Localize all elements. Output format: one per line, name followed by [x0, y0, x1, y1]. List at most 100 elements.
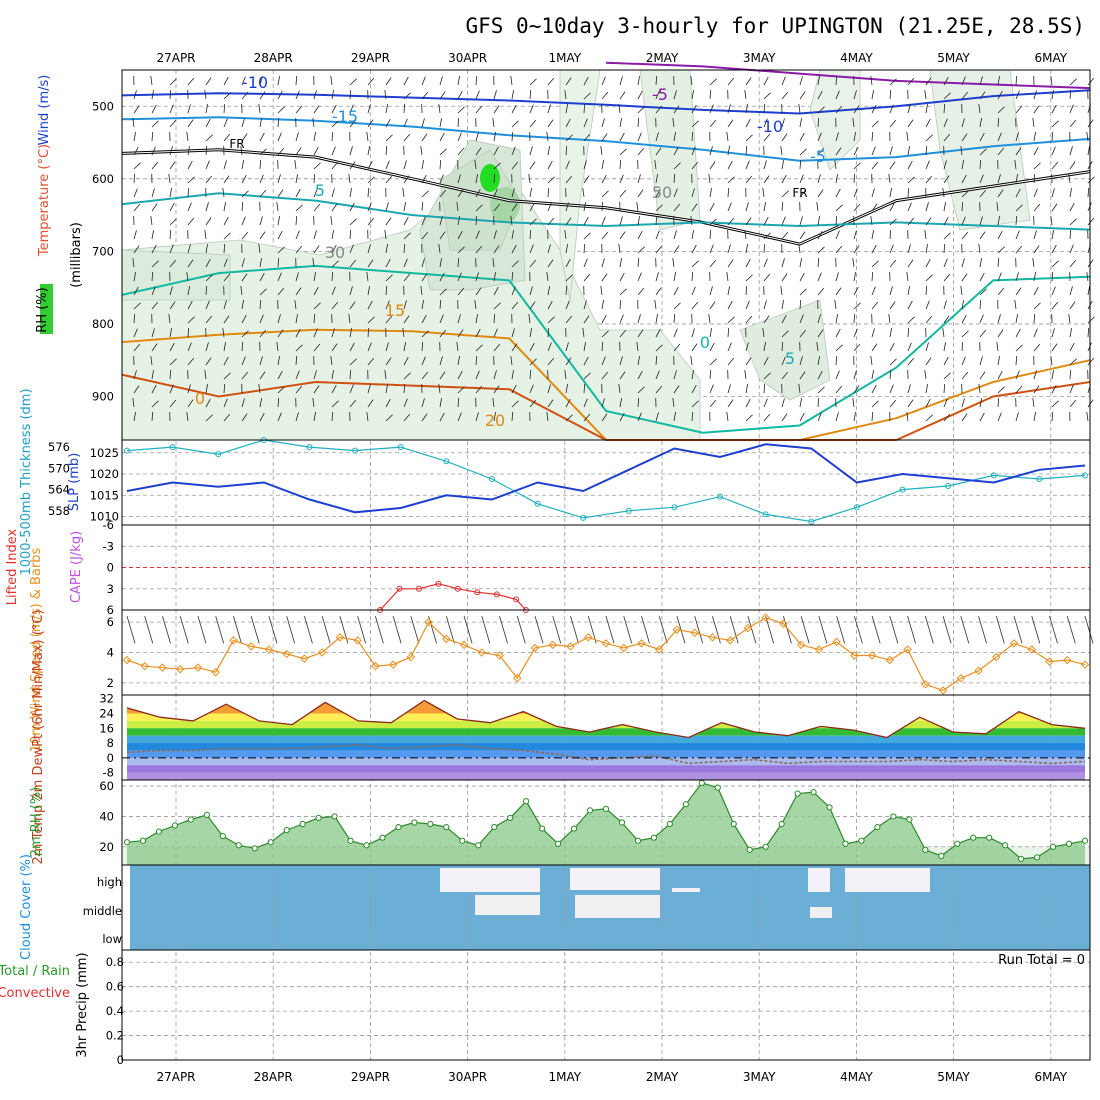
- wind-barb: [474, 300, 477, 310]
- tick-label: 0: [107, 751, 114, 765]
- wind-barb: [313, 146, 319, 156]
- wind-barb: [457, 370, 463, 380]
- wind-barb: [233, 615, 242, 644]
- wind-barb: [277, 412, 282, 422]
- wind-barb: [241, 356, 246, 366]
- data-point: [970, 834, 977, 841]
- wind-barb: [457, 272, 462, 282]
- wind-barb: [133, 203, 141, 212]
- wind-barb: [601, 314, 607, 324]
- wind-barb: [295, 75, 298, 86]
- data-point: [796, 640, 806, 650]
- data-point: [315, 814, 322, 822]
- wind-barb: [943, 216, 949, 226]
- wind-barb: [126, 615, 136, 644]
- wind-barb: [295, 230, 300, 240]
- date-tick-top: 29APR: [351, 51, 390, 65]
- wind-barb: [781, 201, 784, 212]
- wind-barb: [691, 203, 698, 212]
- wind-barb: [745, 244, 748, 254]
- wind-barb: [499, 615, 508, 644]
- wind-barb: [529, 146, 533, 156]
- wind-barb: [223, 92, 231, 100]
- wind-barb: [907, 187, 910, 198]
- wind-barb: [799, 412, 805, 422]
- wind-barb: [960, 146, 963, 156]
- wind-barb: [853, 245, 860, 254]
- wind-barb: [601, 160, 604, 170]
- data-point: [743, 623, 753, 633]
- data-point: [945, 483, 952, 490]
- wind-barb: [601, 356, 606, 366]
- wind-barb: [709, 358, 717, 366]
- wind-barb: [871, 131, 874, 142]
- wind-barb: [312, 398, 315, 408]
- wind-barb: [403, 315, 410, 324]
- cloud-gap: [570, 868, 660, 890]
- wind-barb: [979, 329, 987, 338]
- wind-barb: [205, 160, 210, 170]
- wind-barb: [529, 259, 537, 268]
- wind-barb: [169, 399, 177, 408]
- wind-barb: [456, 202, 459, 212]
- wind-barb: [943, 258, 948, 268]
- wind-barb: [439, 288, 447, 296]
- wind-barb: [799, 148, 807, 156]
- wind-barb: [1069, 384, 1074, 394]
- wind-barb: [997, 272, 1002, 282]
- wind-barb: [438, 244, 441, 254]
- wind-barb: [313, 302, 321, 310]
- wind-barb: [745, 160, 750, 170]
- wind-barb: [1086, 132, 1089, 142]
- wind-barb: [403, 160, 407, 170]
- wind-barb: [781, 118, 785, 128]
- wind-barb: [186, 272, 189, 282]
- wind-barb: [961, 398, 965, 408]
- wind-barb: [655, 370, 660, 380]
- wind-barb: [637, 76, 640, 86]
- wind-barb: [637, 90, 643, 100]
- wind-barb: [277, 370, 283, 380]
- wind-barb: [1015, 75, 1018, 86]
- wind-barb: [223, 273, 231, 282]
- wind-barb: [421, 174, 427, 184]
- wind-barb: [204, 90, 207, 100]
- wind-barb: [439, 118, 442, 128]
- wind-barb: [871, 120, 879, 128]
- wind-barb: [691, 271, 694, 282]
- wind-barb: [205, 134, 213, 142]
- wind-barb: [403, 300, 407, 310]
- wind-barb: [997, 246, 1005, 254]
- wind-barb: [619, 398, 622, 408]
- wind-barb: [961, 258, 965, 268]
- wind-barb: [295, 174, 298, 184]
- wind-barb: [582, 328, 585, 338]
- data-point: [584, 633, 593, 642]
- wind-barb: [321, 615, 331, 644]
- wind-barb: [187, 244, 191, 254]
- wind-barb: [565, 315, 573, 324]
- wind-barb: [241, 160, 244, 170]
- data-point: [1080, 660, 1090, 669]
- wind-barb: [1032, 118, 1035, 128]
- wind-barb: [799, 371, 806, 380]
- wind-barb: [565, 384, 568, 394]
- wind-barb: [133, 90, 137, 100]
- wind-barb: [619, 371, 626, 380]
- wind-barb: [853, 615, 863, 644]
- wind-barb: [781, 190, 789, 198]
- wind-barb: [294, 300, 297, 310]
- wind-barb: [1015, 370, 1020, 380]
- wind-barb: [475, 90, 480, 100]
- wind-barb: [691, 301, 699, 310]
- wind-barb: [403, 103, 406, 114]
- wind-barb: [587, 615, 597, 644]
- wind-barb: [367, 217, 375, 226]
- data-point: [299, 820, 306, 828]
- wind-barb: [151, 271, 154, 282]
- wind-barb: [817, 132, 822, 142]
- wind-barb: [529, 202, 535, 212]
- wind-barb: [187, 300, 193, 310]
- wind-barb: [277, 90, 283, 100]
- wind-barb: [655, 287, 662, 296]
